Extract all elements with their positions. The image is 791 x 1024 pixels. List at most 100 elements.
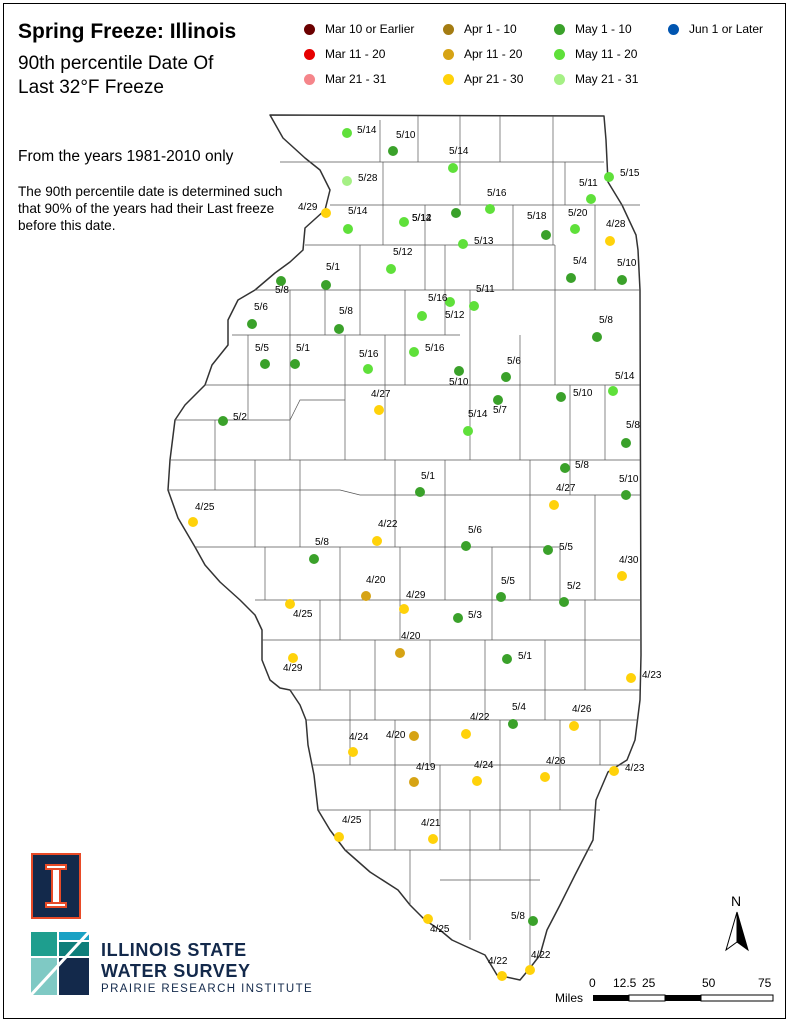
- station-date-label: 4/25: [430, 924, 450, 935]
- station-dot: [501, 372, 511, 382]
- station-date-label: 5/2: [233, 412, 247, 423]
- station-dot: [617, 571, 627, 581]
- station-date-label: 5/13: [474, 236, 494, 247]
- illinois-state-outline: [167, 114, 642, 981]
- station-marker: 5/16: [359, 349, 379, 374]
- station-dot: [469, 301, 479, 311]
- station-date-label: 5/14: [357, 125, 377, 136]
- station-marker: 5/4: [566, 256, 587, 283]
- station-date-label: 5/7: [493, 405, 507, 416]
- legend-dot: [304, 23, 315, 35]
- station-marker: 5/2: [218, 412, 247, 426]
- station-marker: 5/5: [496, 576, 515, 602]
- station-marker: 5/4: [508, 702, 526, 729]
- station-dot: [321, 208, 331, 218]
- station-date-label: 5/10: [619, 474, 639, 485]
- station-marker: 4/23: [626, 670, 662, 683]
- scale-bar: [593, 994, 774, 1002]
- legend-item-mar-11-20: Mar 11 - 20: [304, 46, 385, 62]
- station-date-label: 5/6: [254, 302, 268, 313]
- station-dot: [395, 648, 405, 658]
- station-date-label: 4/28: [606, 219, 626, 230]
- years-note: From the years 1981-2010 only: [18, 148, 234, 165]
- station-dot: [461, 541, 471, 551]
- station-dot: [409, 777, 419, 787]
- legend-item-apr-21-30: Apr 21 - 30: [443, 71, 523, 87]
- station-marker: 5/6: [501, 356, 521, 382]
- station-marker: 5/8: [309, 537, 329, 564]
- station-dot: [453, 613, 463, 623]
- station-marker: 5/10: [617, 258, 637, 285]
- station-date-label: 4/26: [572, 704, 592, 715]
- station-date-label: 5/14: [615, 371, 635, 382]
- station-date-label: 5/14: [412, 213, 432, 224]
- station-dot: [569, 721, 579, 731]
- legend-dot: [304, 48, 315, 60]
- station-date-label: 5/5: [559, 542, 573, 553]
- station-date-label: 4/20: [401, 631, 421, 642]
- station-dot: [608, 386, 618, 396]
- station-dot: [363, 364, 373, 374]
- station-dot: [343, 224, 353, 234]
- station-marker: 5/8: [592, 315, 613, 342]
- station-marker: 4/27: [371, 389, 391, 415]
- station-marker: 5/12: [412, 208, 461, 224]
- station-dot: [285, 599, 295, 609]
- station-date-label: 5/5: [255, 343, 269, 354]
- station-dot: [218, 416, 228, 426]
- station-marker: 4/20: [386, 730, 419, 741]
- station-date-label: 5/20: [568, 208, 588, 219]
- station-dot: [461, 729, 471, 739]
- station-marker: 5/14: [342, 125, 377, 138]
- station-marker: 4/23: [609, 763, 645, 776]
- station-marker: 4/22: [461, 712, 490, 739]
- station-date-label: 5/5: [501, 576, 515, 587]
- station-marker: 4/30: [617, 555, 639, 581]
- station-date-label: 4/24: [349, 732, 369, 743]
- scale-tick-0: 0: [589, 976, 596, 990]
- station-dot: [463, 426, 473, 436]
- station-date-label: 4/29: [283, 663, 303, 674]
- station-date-label: 4/22: [488, 956, 508, 967]
- station-date-label: 5/3: [468, 610, 482, 621]
- station-date-label: 5/4: [573, 256, 587, 267]
- station-marker: 4/28: [605, 219, 626, 246]
- station-date-label: 4/27: [556, 483, 576, 494]
- north-label: N: [731, 893, 741, 909]
- station-date-label: 4/20: [366, 575, 386, 586]
- station-marker: 5/5: [255, 343, 270, 369]
- station-date-label: 4/19: [416, 762, 436, 773]
- station-date-label: 4/22: [470, 712, 490, 723]
- station-date-label: 4/27: [371, 389, 391, 400]
- station-marker: 4/25: [188, 502, 215, 527]
- station-marker: 5/8: [334, 306, 353, 334]
- station-marker: 5/16: [428, 293, 455, 307]
- station-date-label: 4/30: [619, 555, 639, 566]
- station-marker: 4/22: [488, 956, 508, 981]
- station-dot: [388, 146, 398, 156]
- station-date-label: 4/29: [298, 202, 318, 213]
- station-marker: 5/6: [461, 525, 482, 551]
- legend-dot: [554, 73, 565, 85]
- station-date-label: 4/26: [546, 756, 566, 767]
- station-marker: 4/22: [525, 950, 551, 975]
- station-dot: [497, 971, 507, 981]
- station-dot: [451, 208, 461, 218]
- station-dot: [541, 230, 551, 240]
- station-marker: 5/3: [453, 610, 482, 623]
- legend-item-may-1-10: May 1 - 10: [554, 21, 632, 37]
- station-dot: [417, 311, 427, 321]
- station-date-label: 4/24: [474, 760, 494, 771]
- station-marker: 5/2: [559, 581, 581, 607]
- station-marker: 4/22: [372, 519, 398, 546]
- station-dot: [496, 592, 506, 602]
- station-dot: [508, 719, 518, 729]
- legend-label: Apr 21 - 30: [464, 72, 524, 86]
- station-dot: [372, 536, 382, 546]
- station-date-label: 5/8: [315, 537, 329, 548]
- station-date-label: 5/18: [527, 211, 547, 222]
- university-logo: [31, 853, 81, 919]
- isws-logo-icon: [31, 932, 89, 995]
- station-dot: [559, 597, 569, 607]
